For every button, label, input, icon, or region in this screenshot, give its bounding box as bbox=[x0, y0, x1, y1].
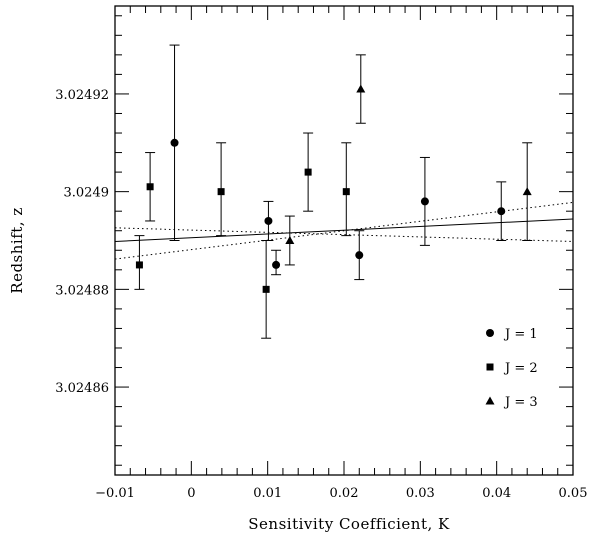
x-tick-label: 0.02 bbox=[330, 486, 359, 501]
circle-data-point bbox=[170, 138, 179, 147]
square-data-point bbox=[135, 261, 143, 269]
y-axis-title: Redshift, z bbox=[8, 207, 26, 293]
circle-data-point bbox=[497, 207, 506, 216]
y-tick-label: 3.02492 bbox=[55, 88, 109, 103]
legend-label: J = 1 bbox=[503, 327, 538, 342]
square-data-point bbox=[304, 168, 312, 176]
legend-label: J = 3 bbox=[503, 395, 538, 410]
square-data-point bbox=[262, 285, 270, 293]
x-tick-label: 0.04 bbox=[482, 486, 511, 501]
legend-square-marker bbox=[486, 363, 494, 371]
x-tick-label: 0.01 bbox=[253, 486, 282, 501]
y-tick-label: 3.02486 bbox=[55, 381, 109, 396]
square-data-point bbox=[217, 188, 225, 196]
triangle-data-point bbox=[522, 187, 532, 196]
square-data-point bbox=[342, 188, 350, 196]
x-tick-label: 0 bbox=[187, 486, 195, 501]
y-tick-label: 3.02488 bbox=[55, 283, 109, 298]
legend-triangle-marker bbox=[485, 396, 495, 405]
x-tick-label: −0.01 bbox=[95, 486, 135, 501]
legend-circle-marker bbox=[486, 329, 494, 337]
fit-confidence-line bbox=[114, 201, 574, 260]
x-tick-label: 0.03 bbox=[406, 486, 435, 501]
triangle-data-point bbox=[356, 84, 366, 93]
circle-data-point bbox=[272, 260, 281, 269]
triangle-data-point bbox=[285, 236, 295, 244]
legend-label: J = 2 bbox=[503, 361, 538, 376]
circle-data-point bbox=[420, 197, 429, 206]
circle-data-point bbox=[355, 251, 364, 260]
x-axis-title: Sensitivity Coefficient, K bbox=[248, 515, 450, 533]
x-tick-label: 0.05 bbox=[559, 486, 588, 501]
circle-data-point bbox=[264, 216, 273, 225]
y-tick-label: 3.0249 bbox=[64, 186, 110, 201]
square-data-point bbox=[146, 183, 154, 191]
